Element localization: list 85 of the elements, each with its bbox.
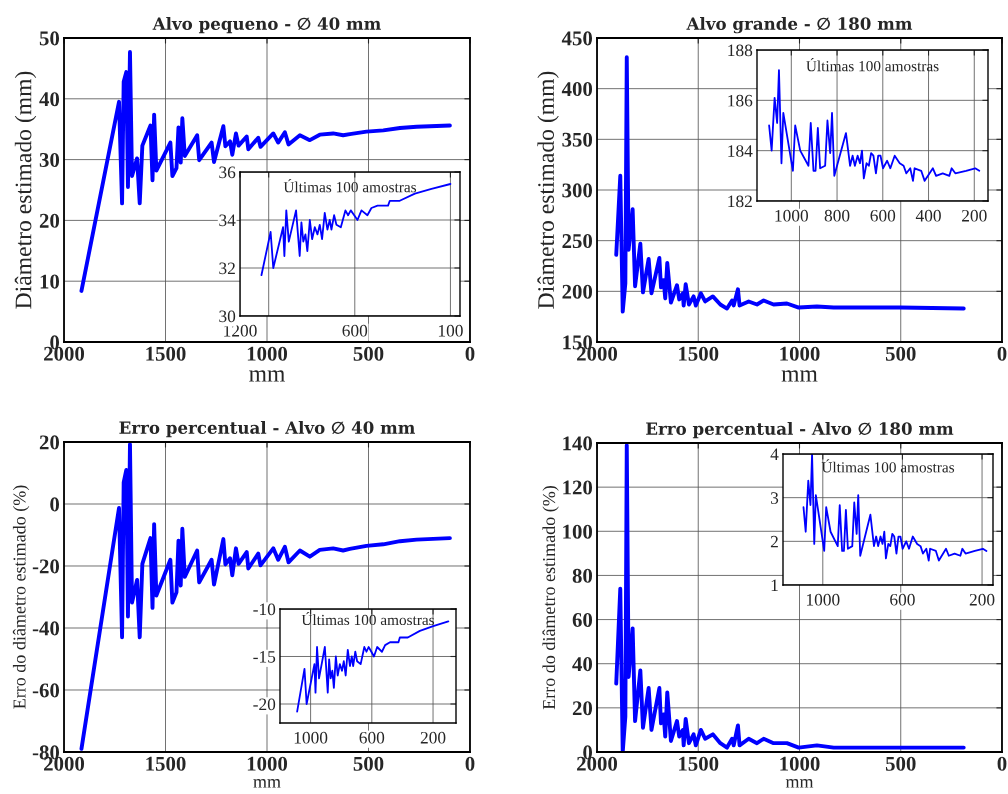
x-tick-label: 1200 bbox=[224, 324, 257, 337]
y-tick-label: 20 bbox=[39, 435, 60, 450]
x-tick-label: 1500 bbox=[146, 346, 186, 361]
y-tick-label: 2 bbox=[770, 535, 778, 548]
x-tick-label: 500 bbox=[353, 346, 384, 361]
x-tick-label: 1000 bbox=[780, 346, 820, 361]
y-tick-label: 4 bbox=[770, 448, 779, 461]
x-tick-label: 0 bbox=[465, 756, 475, 771]
x-axis-title: mm bbox=[781, 370, 818, 382]
x-tick-label: 1000 bbox=[780, 756, 820, 771]
y-tick-label: -10 bbox=[253, 603, 276, 616]
x-axis-title: mm bbox=[249, 370, 285, 382]
x-tick-label: 600 bbox=[890, 593, 915, 606]
x-tick-label: 600 bbox=[342, 324, 368, 337]
y-tick-label: -60 bbox=[32, 683, 60, 698]
y-tick-label: 36 bbox=[219, 166, 236, 179]
y-tick-label: 3 bbox=[770, 492, 779, 504]
x-axis-title: mm bbox=[785, 779, 814, 788]
x-tick-label: 500 bbox=[885, 346, 916, 361]
chart-title: Erro percentual - Alvo ∅ 40 mm bbox=[119, 421, 415, 438]
x-tick-label: 500 bbox=[353, 756, 384, 771]
chart-title: Alvo pequeno - ∅ 40 mm bbox=[152, 17, 381, 34]
x-tick-label: 100 bbox=[438, 324, 463, 337]
y-tick-label: 350 bbox=[562, 132, 593, 147]
y-tick-label: 30 bbox=[219, 310, 236, 323]
y-tick-label: 450 bbox=[561, 31, 593, 46]
x-tick-label: 200 bbox=[962, 209, 987, 222]
y-tick-label: 1 bbox=[771, 579, 778, 592]
x-tick-label: 200 bbox=[969, 593, 995, 606]
y-tick-label: 40 bbox=[572, 657, 593, 672]
y-tick-label: 0 bbox=[50, 497, 60, 512]
y-axis-title: Erro do diâmetro estimado (%) bbox=[542, 485, 559, 710]
x-tick-label: 1500 bbox=[679, 346, 719, 361]
line-series bbox=[79, 50, 452, 293]
x-tick-label: 0 bbox=[997, 346, 1007, 361]
y-tick-label: 20 bbox=[572, 701, 593, 716]
chart-title: Erro percentual - Alvo ∅ 180 mm bbox=[646, 422, 954, 439]
x-tick-label: 0 bbox=[465, 346, 475, 361]
x-tick-label: 500 bbox=[885, 756, 916, 771]
y-tick-label: -20 bbox=[32, 559, 60, 574]
y-tick-label: 80 bbox=[572, 568, 593, 583]
line-series bbox=[802, 454, 988, 562]
y-axis-title: Diâmetro estimado (mm) bbox=[14, 71, 37, 309]
x-axis-title: mm bbox=[253, 779, 281, 788]
x-tick-label: 800 bbox=[824, 209, 850, 222]
y-tick-label: 60 bbox=[572, 612, 593, 627]
y-tick-label: 400 bbox=[561, 82, 593, 97]
x-tick-label: 600 bbox=[359, 731, 385, 744]
x-tick-label: 200 bbox=[420, 731, 446, 744]
y-axis-title: Erro do diâmetro estimado (%) bbox=[12, 485, 30, 709]
x-tick-label: 400 bbox=[915, 209, 941, 222]
x-tick-label: 0 bbox=[997, 756, 1007, 771]
y-tick-label: 250 bbox=[562, 234, 593, 249]
y-tick-label: 32 bbox=[219, 262, 235, 275]
chart-title: Últimas 100 amostras bbox=[283, 179, 417, 193]
y-tick-label: 50 bbox=[39, 31, 60, 46]
y-tick-label: -15 bbox=[253, 651, 276, 663]
y-tick-label: 34 bbox=[219, 214, 236, 227]
x-tick-label: 1500 bbox=[146, 756, 186, 771]
y-tick-label: 300 bbox=[562, 183, 593, 198]
y-tick-label: 186 bbox=[728, 94, 753, 107]
y-tick-label: 200 bbox=[562, 284, 593, 299]
line-series bbox=[79, 442, 452, 751]
y-tick-label: 184 bbox=[728, 145, 753, 157]
y-tick-label: -40 bbox=[32, 621, 60, 636]
y-tick-label: 10 bbox=[40, 274, 60, 289]
y-tick-label: 182 bbox=[728, 195, 752, 208]
y-axis-title: Diâmetro estimado (mm) bbox=[537, 71, 559, 309]
x-tick-label: 1000 bbox=[775, 209, 809, 222]
chart-title: Alvo grande - ∅ 180 mm bbox=[686, 17, 913, 34]
x-tick-label: 1500 bbox=[679, 756, 719, 771]
y-tick-label: 188 bbox=[728, 44, 753, 57]
y-tick-label: 20 bbox=[39, 213, 60, 228]
y-tick-label: 140 bbox=[563, 436, 593, 451]
y-tick-label: 40 bbox=[39, 92, 60, 107]
y-tick-label: -20 bbox=[253, 698, 276, 711]
x-tick-label: 1000 bbox=[247, 346, 288, 361]
x-tick-label: 1000 bbox=[247, 756, 288, 771]
y-tick-label: 30 bbox=[39, 152, 60, 168]
x-tick-label: 1000 bbox=[806, 593, 840, 606]
y-tick-label: 100 bbox=[563, 524, 593, 539]
line-series bbox=[614, 443, 966, 752]
x-tick-label: 600 bbox=[870, 209, 896, 222]
y-tick-label: 120 bbox=[563, 480, 593, 495]
x-tick-label: 1000 bbox=[294, 731, 328, 744]
